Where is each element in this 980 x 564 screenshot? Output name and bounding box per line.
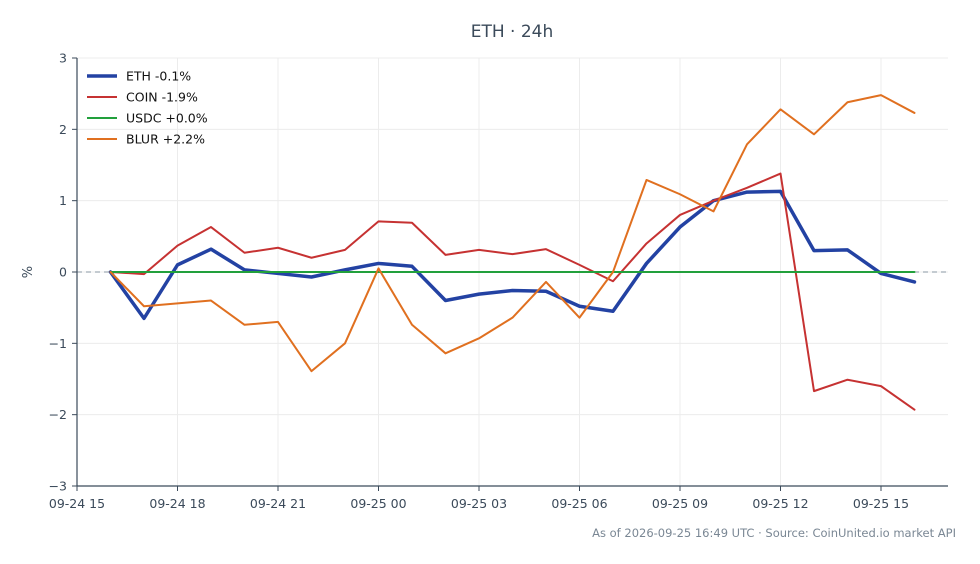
y-tick-label: −3 [49, 479, 67, 494]
x-tick-label: 09-24 21 [250, 496, 306, 511]
x-tick-label: 09-25 06 [551, 496, 607, 511]
axes: 3 2 1 0 −1 −2 −3 09-24 15 09-24 18 09-24 21 09-25 … [49, 51, 948, 511]
x-tick-label: 09-25 09 [652, 496, 708, 511]
legend-entry: ETH -0.1% [126, 69, 191, 84]
y-tick-label: 3 [59, 51, 67, 66]
x-tick-label: 09-25 03 [451, 496, 507, 511]
y-tick-label: −2 [49, 407, 67, 422]
y-tick-label: −1 [49, 336, 67, 351]
chart-title: ETH · 24h [471, 22, 554, 42]
y-tick-label: 1 [59, 193, 67, 208]
y-axis-label: % [21, 266, 36, 278]
source-footer: As of 2026-09-25 16:49 UTC · Source: Coi… [592, 526, 956, 540]
legend-entry: USDC +0.0% [126, 111, 208, 126]
y-tick-label: 0 [59, 265, 67, 280]
y-tick-label: 2 [59, 122, 67, 137]
legend-entry: COIN -1.9% [126, 90, 198, 105]
legend-entry: BLUR +2.2% [126, 132, 205, 147]
x-tick-label: 09-25 12 [752, 496, 808, 511]
x-tick-label: 09-25 15 [853, 496, 909, 511]
series-layer [108, 94, 917, 411]
series-line-1 [109, 172, 916, 411]
series-line-3 [109, 94, 916, 373]
legend: ETH -0.1% COIN -1.9% USDC +0.0% BLUR +2.2% [87, 69, 208, 147]
x-tick-label: 09-25 00 [350, 496, 406, 511]
x-tick-label: 09-24 15 [49, 496, 105, 511]
x-tick-label: 09-24 18 [149, 496, 205, 511]
series-line-0 [108, 189, 917, 321]
line-chart: ETH · 24h 3 2 1 0 −1 −2 −3 09-24 15 09-24 18 09-2… [21, 22, 948, 511]
